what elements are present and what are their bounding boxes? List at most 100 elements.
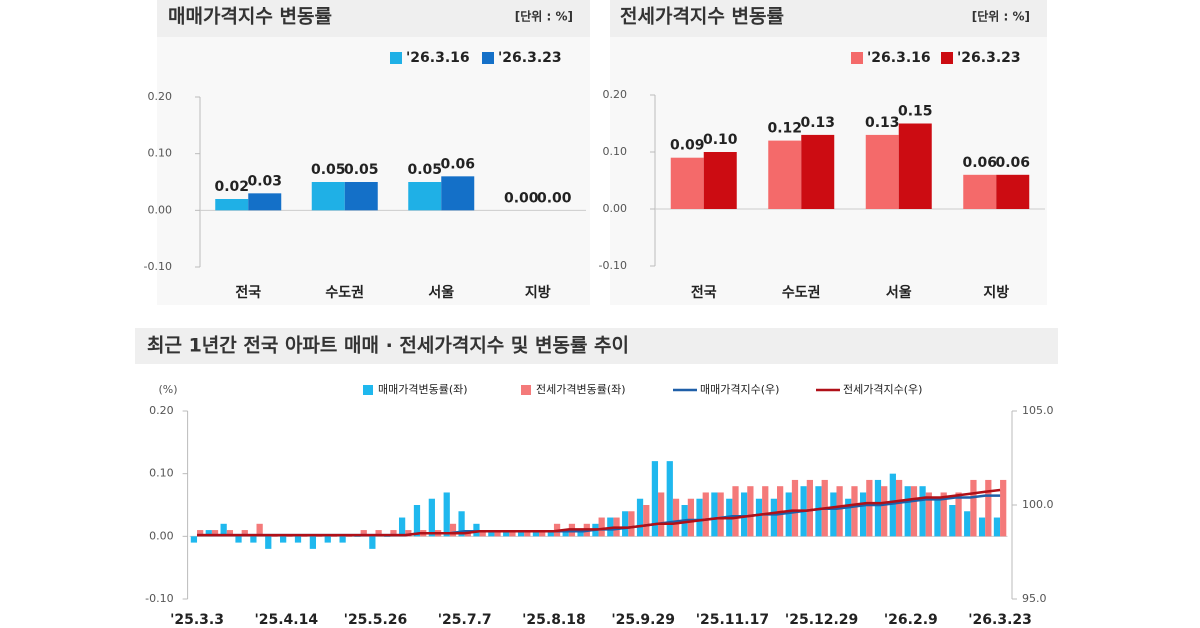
legend-label: '26.3.16 <box>406 50 470 66</box>
bar <box>755 498 763 537</box>
y-tick-label: -0.10 <box>144 260 172 273</box>
bar <box>384 536 391 537</box>
bar <box>702 492 709 537</box>
bar <box>703 152 737 209</box>
bar <box>375 530 382 537</box>
bar <box>220 523 227 537</box>
bar <box>286 536 293 537</box>
header-band <box>157 0 590 37</box>
x-tick-label: 전국 <box>235 284 261 301</box>
bar <box>408 182 442 211</box>
bar <box>428 498 435 537</box>
bar <box>845 498 852 537</box>
bar <box>762 486 769 537</box>
panel <box>157 37 590 305</box>
value-label: 0.13 <box>800 115 835 131</box>
bar <box>666 461 673 537</box>
bar <box>628 511 635 537</box>
y2-tick-label: 95.0 <box>1022 592 1047 605</box>
bar <box>1000 479 1007 537</box>
bar <box>806 479 813 537</box>
bar <box>865 134 899 209</box>
bar <box>970 479 977 537</box>
bar <box>874 479 882 537</box>
bar <box>441 176 475 211</box>
bar <box>672 498 680 537</box>
bar <box>830 492 837 537</box>
bar <box>248 193 282 211</box>
bar <box>316 536 323 537</box>
x-tick-label: '25.8.18 <box>522 612 586 628</box>
bar <box>301 536 308 537</box>
bar <box>687 498 695 537</box>
bar <box>443 492 450 537</box>
bar <box>503 530 510 537</box>
legend-swatch <box>390 52 402 64</box>
bar <box>985 479 992 537</box>
bar <box>925 492 932 537</box>
bar <box>226 530 234 537</box>
bar <box>866 479 873 537</box>
bar <box>235 536 242 543</box>
legend-swatch <box>851 52 863 64</box>
legend-label: 전세가격지수(우) <box>843 383 922 396</box>
bar <box>670 157 704 209</box>
bar <box>978 517 986 537</box>
index-line <box>197 488 1001 537</box>
x-tick-label: 수도권 <box>782 285 821 301</box>
legend-label: 매매가격변동률(좌) <box>378 383 468 396</box>
bar <box>547 530 554 537</box>
legend-label: '26.3.16 <box>867 50 931 66</box>
bar <box>190 536 198 543</box>
bar <box>517 530 525 537</box>
y-tick-label: 0.20 <box>148 90 173 103</box>
bar <box>658 492 665 537</box>
bar <box>509 530 516 537</box>
value-label: 0.06 <box>962 155 997 171</box>
chart-title: 매매가격지수 변동률 <box>168 6 332 28</box>
value-label: 0.00 <box>537 190 572 206</box>
y-tick-label: 0.00 <box>603 202 628 215</box>
x-tick-label: '25.7.7 <box>438 612 492 628</box>
value-label: 0.06 <box>995 155 1030 171</box>
bar <box>256 523 263 537</box>
bar <box>390 530 397 537</box>
bar <box>577 530 584 537</box>
bar <box>622 511 629 537</box>
y-tick-label: 0.20 <box>603 88 628 101</box>
y2-tick-label: 100.0 <box>1022 498 1054 511</box>
bar <box>741 492 748 537</box>
value-label: 0.05 <box>344 162 379 178</box>
bar <box>770 498 778 537</box>
bar <box>881 486 888 537</box>
x-tick-label: '26.3.23 <box>968 612 1032 628</box>
x-tick-label: '25.11.17 <box>696 612 769 628</box>
y-tick-label: 0.00 <box>149 529 174 542</box>
bar <box>889 473 896 537</box>
bar <box>524 530 531 537</box>
bar <box>898 123 932 209</box>
x-tick-label: '25.12.29 <box>785 612 858 628</box>
y-tick-label: 0.10 <box>603 145 628 158</box>
value-label: 0.05 <box>311 162 346 178</box>
bar <box>711 492 718 537</box>
bar <box>955 492 962 537</box>
bar <box>919 486 926 537</box>
x-tick-label: 전국 <box>691 284 717 301</box>
bar <box>643 505 650 537</box>
y-tick-label: -0.10 <box>599 259 627 272</box>
bar <box>949 505 956 537</box>
value-label: 0.15 <box>898 104 933 120</box>
bar <box>910 486 918 537</box>
legend-swatch <box>521 385 531 395</box>
y-tick-label: 0.10 <box>148 147 173 160</box>
legend-swatch <box>482 52 494 64</box>
bar <box>651 461 659 537</box>
bar <box>324 536 331 543</box>
bar <box>488 530 495 537</box>
bar <box>895 479 903 537</box>
bar <box>851 486 858 537</box>
bar <box>996 174 1030 209</box>
bar <box>354 536 361 537</box>
bar <box>330 536 338 537</box>
